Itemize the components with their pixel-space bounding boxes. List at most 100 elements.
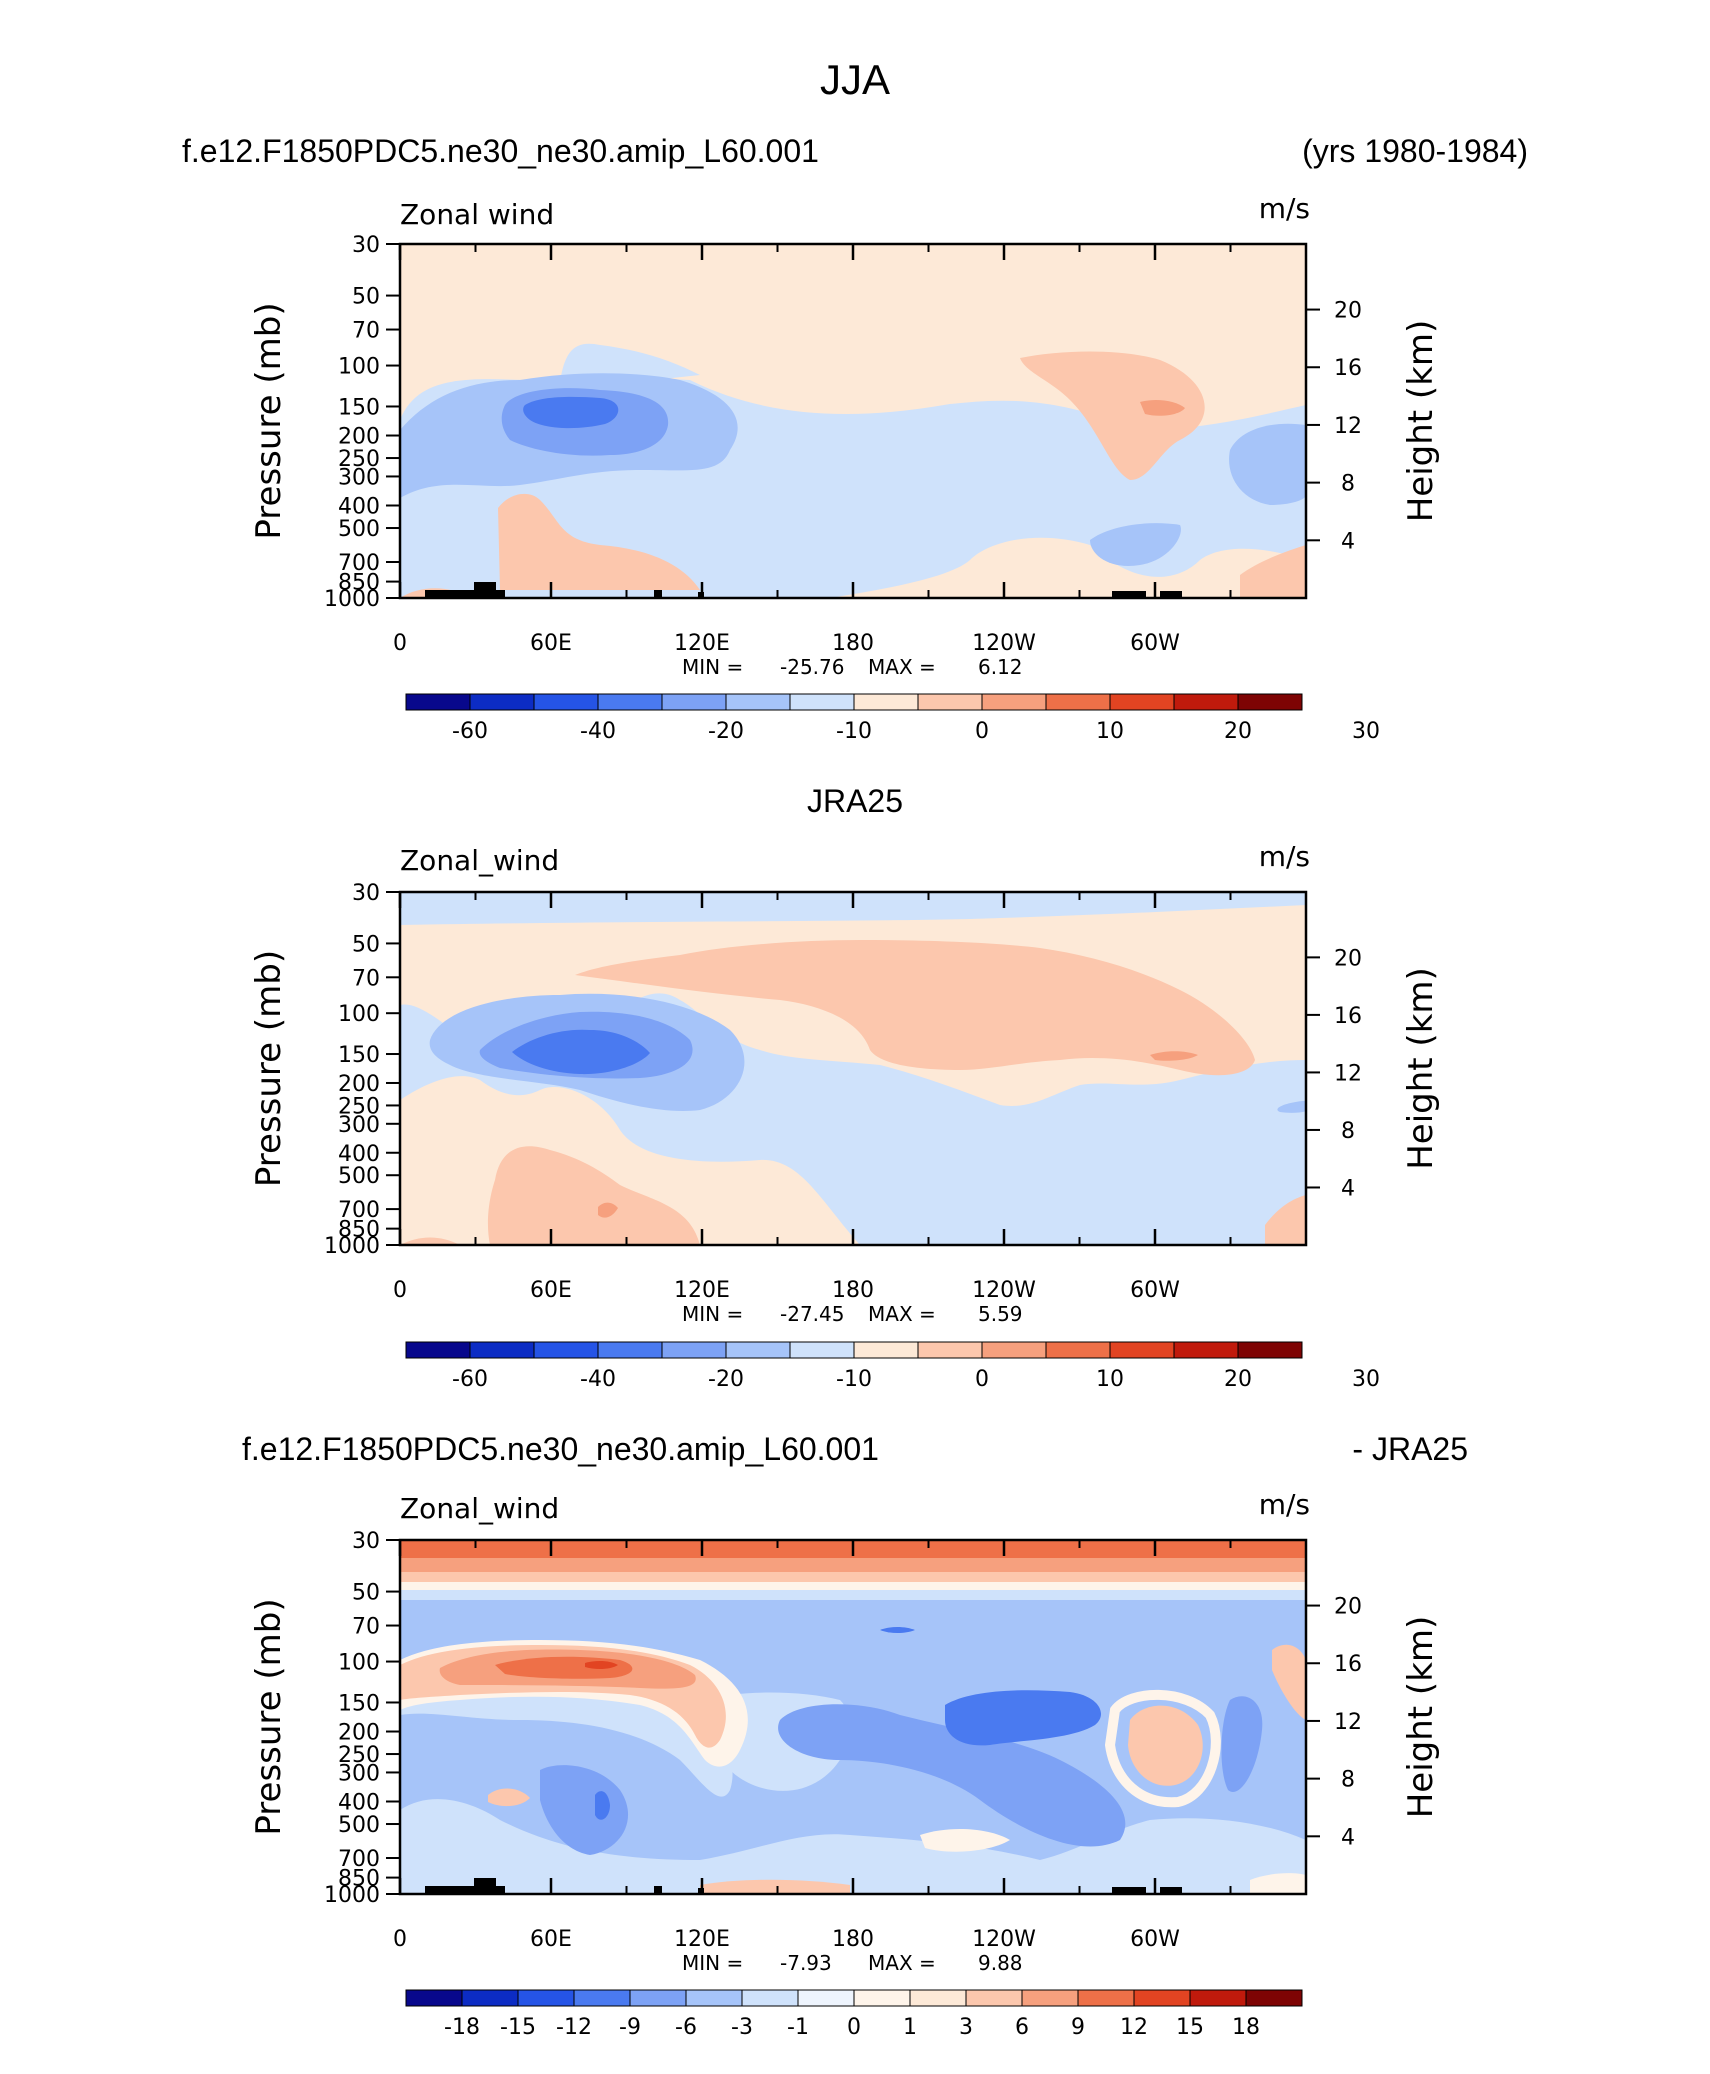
colorbar-swatch [597,1341,663,1359]
y-tick-label: 850 [338,1218,380,1243]
colorbar-label: -18 [444,2015,480,2040]
x-tick-label: 120E [674,631,730,656]
panel-2-contour-orange-right [1150,1051,1198,1061]
y-axis-title: Pressure (mb) [249,302,289,539]
y-tick-label: 500 [338,1813,380,1838]
colorbar-label: 0 [975,719,989,744]
y-axis-right-title: Height (km) [1401,1616,1441,1819]
panel-3-field-label: Zonal_wind [400,1492,559,1525]
colorbar-label: 12 [1120,2015,1148,2040]
colorbar-label: 9 [1071,2015,1085,2040]
colorbar-label: -40 [580,1367,616,1392]
colorbar-swatch [517,1989,575,2007]
colorbar-swatch [405,693,471,711]
colorbar-swatch [629,1989,687,2007]
panel-1-units: m/s [1259,192,1310,225]
panel-2-contour-top-blue [400,892,1306,925]
x-tick-label: 180 [832,1927,874,1952]
y-tick-label: 200 [338,425,380,450]
y-tick-label: 100 [338,1002,380,1027]
y-tick-label: 1000 [324,587,380,612]
colorbar-swatch [685,1989,743,2007]
panel-3-contour-cream-bottom [700,1879,850,1894]
x-tick-label: 120E [674,1278,730,1303]
panel-model: f.e12.F1850PDC5.ne30_ne30.amip_L60.001 (… [182,133,1528,744]
panel-1-colorbar: -60 -40 -20 -10 0 10 20 30 [405,693,1380,744]
y-tick-label: 1000 [324,1234,380,1259]
panel-1-contour-pink-right [1020,351,1205,480]
panel-3-min-label: MIN = [682,1951,743,1975]
x-tick-label: 180 [832,631,874,656]
panel-1-field-label: Zonal wind [400,198,554,231]
colorbar-swatch [533,693,599,711]
colorbar-swatch [1109,1341,1175,1359]
panel-3-contour-pale-lower [400,1799,1306,1894]
panel-3-contour-pink-right-lobe [1128,1705,1203,1786]
colorbar-label: -10 [836,1367,872,1392]
x-tick-label: 180 [832,1278,874,1303]
panel-2-contour-pink-corner [1265,1195,1306,1245]
x-tick-label: 0 [393,631,407,656]
colorbar-swatch [1173,693,1239,711]
x-tick-label: 60E [530,1278,572,1303]
panel-3-header-left: f.e12.F1850PDC5.ne30_ne30.amip_L60.001 [242,1431,879,1467]
x-tick-label: 0 [393,1278,407,1303]
colorbar-swatch [405,1341,471,1359]
y-right-tick-label: 8 [1341,1768,1355,1793]
panel-1-max-value: 6.12 [978,655,1023,679]
panel-3-contour-pink-small-left [488,1788,530,1807]
panel-1-min-value: -25.76 [780,655,844,679]
y-axis-title: Pressure (mb) [249,950,289,1187]
colorbar-swatch [789,1341,855,1359]
panel-2-contour-pink-main [575,940,1255,1076]
y-tick-label: 300 [338,1761,380,1786]
panel-2-max-label: MAX = [868,1302,936,1326]
panel-3-contour-cream-br [1250,1873,1306,1894]
y-tick-label: 700 [338,551,380,576]
y-tick-label: 30 [352,1529,380,1554]
panel-1-contour-pink-low [498,493,700,590]
y-tick-label: 400 [338,1142,380,1167]
colorbar-label: 18 [1232,2015,1260,2040]
panel-1-contour-pink-corner [1240,545,1306,598]
y-right-tick-label: 4 [1341,1825,1355,1850]
panel-obs: JRA25 Zonal_wind m/s 0 60E 120E 180 120W 60W 3… [249,783,1441,1392]
y-tick-label: 500 [338,517,380,542]
y-tick-label: 700 [338,1847,380,1872]
panel-3-contour-core-blue [945,1690,1102,1746]
y-tick-label: 850 [338,571,380,596]
y-tick-label: 30 [352,233,380,258]
panel-3-max-label: MAX = [868,1951,936,1975]
y-tick-label: 30 [352,881,380,906]
colorbar-swatch [1237,1341,1303,1359]
y-axis-right-title: Height (km) [1401,967,1441,1170]
panel-1-max-label: MAX = [868,655,936,679]
colorbar-label: -9 [619,2015,641,2040]
panel-3-plot-area [400,1540,1306,1894]
panel-3-top-band-salmon [400,1558,1306,1572]
y-tick-label: 250 [338,1743,380,1768]
x-tick-label: 120W [972,631,1036,656]
colorbar-swatch [1133,1989,1191,2007]
y-tick-label: 50 [352,932,380,957]
y-right-tick-label: 20 [1334,1595,1362,1620]
x-tick-label: 60E [530,631,572,656]
panel-2-plot-area [400,892,1306,1245]
colorbar-swatch [469,693,535,711]
x-tick-label: 0 [393,1927,407,1952]
colorbar-swatch [1109,693,1175,711]
colorbar-swatch [725,693,791,711]
panel-2-stats: MIN = -27.45 MAX = 5.59 [682,1302,1023,1326]
panel-2-contour-core-blue [512,1029,650,1075]
colorbar-swatch [573,1989,631,2007]
colorbar-label: 30 [1352,1367,1380,1392]
y-axis-right-title: Height (km) [1401,320,1441,523]
x-tick-label: 60E [530,1927,572,1952]
colorbar-swatch [661,1341,727,1359]
colorbar-swatch [1173,1341,1239,1359]
colorbar-label: 6 [1015,2015,1029,2040]
panel-3-top-band-pink [400,1572,1306,1582]
colorbar-swatch [1189,1989,1247,2007]
y-tick-label: 150 [338,395,380,420]
